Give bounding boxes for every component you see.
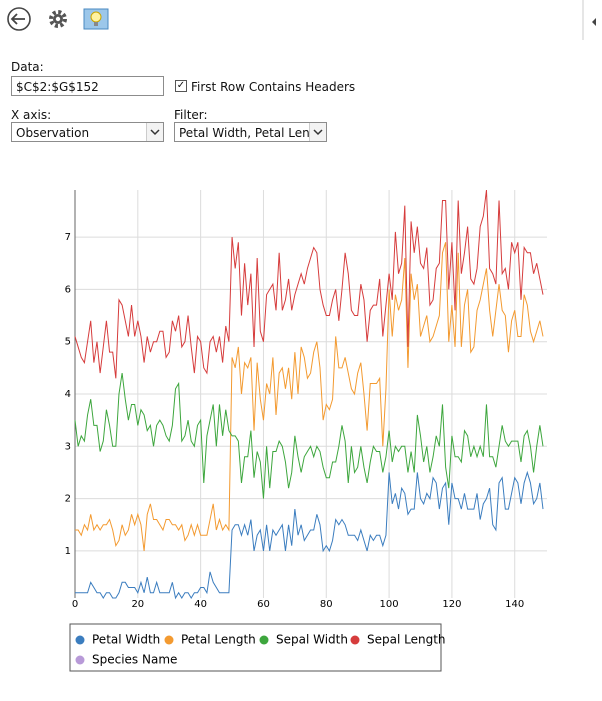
series-line <box>75 242 544 551</box>
legend-label: Petal Length <box>181 633 256 647</box>
x-tick-label: 120 <box>442 599 461 610</box>
insight-button[interactable] <box>83 8 109 30</box>
y-tick-label: 1 <box>65 546 71 557</box>
y-tick-label: 6 <box>65 284 71 295</box>
filter-select[interactable]: Petal Width, Petal Length <box>174 122 327 142</box>
legend-box <box>69 623 442 672</box>
legend-marker <box>350 635 360 645</box>
x-axis-label: X axis: <box>11 108 52 122</box>
series-line <box>74 189 544 379</box>
y-tick-label: 2 <box>65 494 71 505</box>
legend-marker <box>259 635 269 645</box>
data-range-input[interactable]: $C$2:$G$152 <box>11 76 164 96</box>
y-tick-label: 7 <box>65 232 71 243</box>
toolbar-icons <box>7 0 596 40</box>
legend-label: Petal Width <box>92 633 160 647</box>
legend-label: Sepal Length <box>367 633 446 647</box>
legend-marker <box>75 655 85 665</box>
legend-label: Species Name <box>92 653 177 667</box>
x-tick-label: 0 <box>72 599 78 610</box>
legend-marker <box>164 635 174 645</box>
y-tick-label: 4 <box>65 389 71 400</box>
dropdown-arrow <box>309 123 326 141</box>
x-tick-label: 80 <box>320 599 333 610</box>
y-tick-label: 5 <box>65 337 71 348</box>
x-tick-label: 20 <box>131 599 144 610</box>
x-axis-select[interactable]: Observation <box>11 122 164 142</box>
back-button[interactable] <box>7 7 31 31</box>
x-tick-label: 60 <box>257 599 270 610</box>
legend-label: Sepal Width <box>276 633 348 647</box>
data-label: Data: <box>11 60 44 74</box>
settings-button[interactable] <box>49 10 67 28</box>
series-line <box>75 470 544 600</box>
x-tick-label: 140 <box>505 599 524 610</box>
x-tick-label: 100 <box>380 599 399 610</box>
headers-checkbox[interactable]: ✓ <box>175 80 187 92</box>
legend-marker <box>75 635 85 645</box>
dropdown-arrow <box>146 123 163 141</box>
x-axis-value: Observation <box>16 126 90 140</box>
chart: 1 2 3 4 5 6 7 0 20 40 60 80 100 120 140 Petal Width Peta… <box>65 189 547 672</box>
headers-checkbox-label: First Row Contains Headers <box>191 80 356 94</box>
x-tick-label: 40 <box>194 599 207 610</box>
y-tick-label: 3 <box>65 441 71 452</box>
collapse-button[interactable] <box>592 18 596 26</box>
series-line <box>74 373 544 499</box>
filter-label: Filter: <box>174 108 208 122</box>
filter-value: Petal Width, Petal Length <box>179 126 327 140</box>
